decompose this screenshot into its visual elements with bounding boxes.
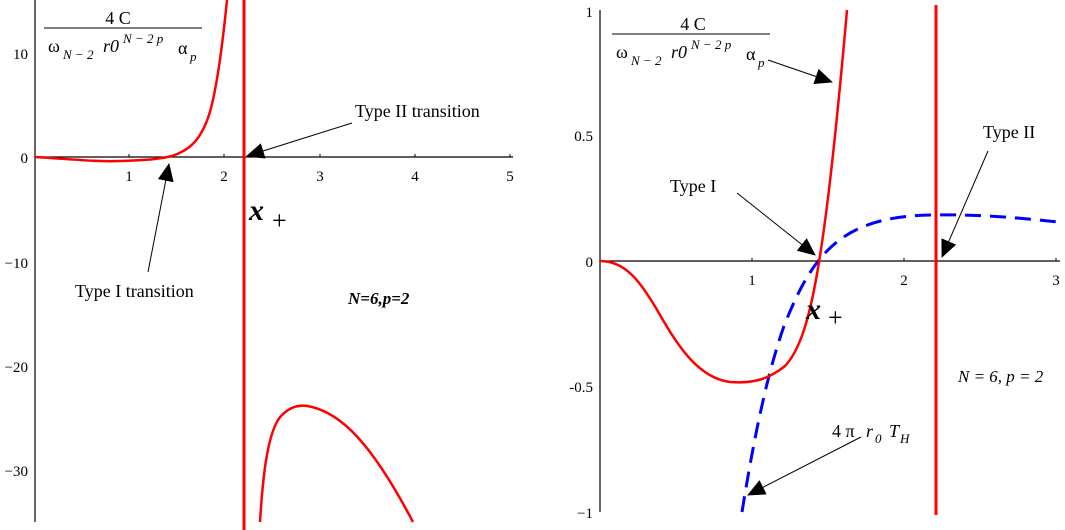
left-panel: 1 2 3 4 5 10 0 −10 −20 −30 4 C ω N − 2 r… bbox=[5, 0, 514, 530]
right-ytick-0: 0 bbox=[586, 255, 594, 271]
svg-text:N − 2 p: N − 2 p bbox=[690, 37, 732, 52]
right-type2-arrow bbox=[941, 150, 989, 258]
right-formula-arrow bbox=[767, 59, 833, 85]
svg-text:r: r bbox=[866, 421, 874, 441]
right-panel: 1 2 3 1 0.5 0 -0.5 −1 4 C ω N − 2 r0 N −… bbox=[569, 5, 1060, 522]
right-xplus-sub: + bbox=[828, 303, 843, 332]
left-xtick-3: 3 bbox=[316, 169, 324, 185]
left-ytick-m30: −30 bbox=[5, 464, 28, 480]
left-ytick-10: 10 bbox=[13, 47, 28, 63]
svg-text:H: H bbox=[899, 431, 910, 446]
right-th-label: 4 π r 0 T H bbox=[832, 421, 910, 446]
svg-text:0: 0 bbox=[875, 431, 882, 446]
right-ytick-m1: −1 bbox=[577, 506, 593, 522]
left-params: N=6,p=2 bbox=[347, 289, 410, 308]
left-red-curve-2 bbox=[258, 404, 415, 523]
svg-text:α: α bbox=[746, 44, 756, 64]
svg-text:4 C: 4 C bbox=[105, 8, 131, 28]
svg-text:4 π: 4 π bbox=[832, 421, 855, 441]
svg-text:ω: ω bbox=[48, 36, 60, 56]
svg-text:p: p bbox=[189, 49, 197, 64]
left-xplus-label: x bbox=[248, 194, 264, 227]
right-xtick-3: 3 bbox=[1052, 273, 1060, 289]
left-xtick-4: 4 bbox=[411, 169, 419, 185]
right-type2-label: Type II bbox=[983, 122, 1035, 142]
svg-text:ω: ω bbox=[616, 42, 628, 62]
left-type2-label: Type II transition bbox=[355, 101, 480, 121]
right-x-ticks: 1 2 3 bbox=[748, 258, 1060, 289]
right-xplus-label: x bbox=[805, 293, 821, 326]
right-xtick-2: 2 bbox=[900, 273, 908, 289]
left-type2-arrow bbox=[246, 122, 353, 159]
svg-text:α: α bbox=[178, 38, 188, 58]
right-type1-arrow bbox=[736, 192, 816, 256]
right-red-curve bbox=[599, 9, 849, 384]
left-xtick-2: 2 bbox=[220, 169, 228, 185]
right-ytick-05: 0.5 bbox=[574, 129, 593, 145]
left-y-ticks: 10 0 −10 −20 −30 bbox=[5, 47, 28, 480]
svg-text:N − 2 p: N − 2 p bbox=[122, 31, 164, 46]
svg-text:r0: r0 bbox=[671, 42, 687, 62]
left-ytick-m20: −20 bbox=[5, 360, 28, 376]
svg-text:p: p bbox=[757, 55, 765, 70]
svg-text:4 C: 4 C bbox=[680, 14, 706, 34]
right-xtick-1: 1 bbox=[748, 273, 756, 289]
right-type1-label: Type I bbox=[670, 176, 716, 196]
left-ytick-m10: −10 bbox=[5, 256, 28, 272]
right-th-arrow bbox=[747, 436, 862, 496]
left-red-curve-1 bbox=[34, 0, 229, 163]
left-ytick-0: 0 bbox=[21, 151, 29, 167]
svg-text:T: T bbox=[889, 421, 901, 441]
right-params: N = 6, p = 2 bbox=[957, 367, 1044, 386]
right-formula-label: 4 C ω N − 2 r0 N − 2 p α p bbox=[612, 14, 770, 70]
left-xtick-1: 1 bbox=[125, 169, 133, 185]
right-ytick-m05: -0.5 bbox=[569, 380, 593, 396]
right-ytick-1: 1 bbox=[586, 5, 594, 21]
svg-text:N − 2: N − 2 bbox=[630, 53, 662, 68]
right-y-ticks: 1 0.5 0 -0.5 −1 bbox=[569, 5, 593, 522]
svg-text:N − 2: N − 2 bbox=[62, 47, 94, 62]
left-xtick-5: 5 bbox=[506, 169, 514, 185]
left-type1-arrow bbox=[147, 163, 174, 273]
left-type1-label: Type I transition bbox=[75, 281, 194, 301]
left-xplus-sub: + bbox=[272, 206, 287, 235]
left-formula-label: 4 C ω N − 2 r0 N − 2 p α p bbox=[44, 8, 202, 64]
left-x-ticks: 1 2 3 4 5 bbox=[125, 154, 514, 185]
svg-text:r0: r0 bbox=[103, 36, 119, 56]
right-blue-dashed-curve bbox=[740, 213, 1059, 513]
